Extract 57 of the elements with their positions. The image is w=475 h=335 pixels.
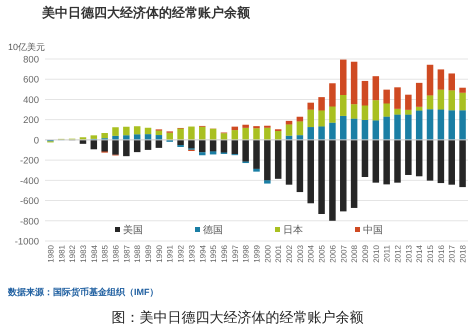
x-tick-label: 2014 bbox=[415, 244, 424, 263]
x-tick-label: 2007 bbox=[339, 244, 348, 263]
x-tick-label: 2002 bbox=[285, 244, 294, 263]
x-tick-label: 1994 bbox=[198, 244, 208, 263]
x-tick-label: 2018 bbox=[458, 244, 468, 263]
y-tick-label: -1000 bbox=[14, 236, 39, 248]
x-tick-label: 2011 bbox=[382, 244, 392, 262]
x-tick-label: 1997 bbox=[230, 244, 240, 263]
x-tick-label: 1981 bbox=[57, 244, 66, 263]
chart-title: 美中日德四大经济体的经常账户余额 bbox=[42, 4, 251, 21]
x-tick-label: 1987 bbox=[122, 244, 132, 263]
x-tick-label: 1982 bbox=[68, 244, 78, 263]
x-tick-label: 2000 bbox=[263, 244, 272, 263]
x-tick-label: 2004 bbox=[306, 244, 316, 263]
x-tick-label: 2017 bbox=[448, 244, 457, 263]
legend-label: 中国 bbox=[363, 224, 383, 236]
y-tick-label: -800 bbox=[20, 216, 39, 228]
x-tick-label: 2009 bbox=[360, 244, 370, 263]
x-tick-label: 2005 bbox=[318, 244, 327, 263]
x-tick-label: 1998 bbox=[242, 244, 251, 263]
source-note: 数据来源：国际货币基金组织（IMF） bbox=[8, 286, 158, 299]
x-tick-label: 1986 bbox=[112, 244, 120, 263]
x-tick-label: 2010 bbox=[372, 244, 381, 263]
x-tick-label: 2016 bbox=[436, 244, 446, 263]
x-tick-label: 2006 bbox=[328, 244, 338, 263]
x-tick-label: 2015 bbox=[426, 244, 436, 263]
y-tick-label: 0 bbox=[34, 135, 39, 146]
legend-label: 德国 bbox=[203, 225, 223, 236]
y-tick-label: 800 bbox=[23, 54, 39, 66]
x-tick-label: 2012 bbox=[394, 244, 402, 263]
y-tick-label: -400 bbox=[20, 176, 39, 187]
x-tick-label: 1991 bbox=[166, 244, 175, 263]
legend-label: 日本 bbox=[283, 224, 303, 236]
y-tick-label: 200 bbox=[23, 115, 39, 126]
x-tick-label: 1990 bbox=[154, 244, 164, 263]
y-tick-label: -600 bbox=[20, 196, 39, 208]
text: 图：美中日德四大经济体的经常账户余额 bbox=[110, 309, 364, 327]
x-tick-label: 2008 bbox=[350, 244, 360, 263]
y-tick-label: 600 bbox=[23, 74, 39, 86]
legend-label: 美国 bbox=[123, 224, 143, 236]
x-tick-label: 1995 bbox=[209, 244, 218, 263]
y-tick-label: -200 bbox=[20, 156, 39, 167]
y-axis-title: 10亿美元 bbox=[8, 42, 46, 52]
x-tick-label: 1980 bbox=[46, 244, 56, 263]
x-tick-label: 2001 bbox=[274, 244, 284, 263]
y-tick-label: 400 bbox=[23, 94, 39, 106]
x-tick-label: 1984 bbox=[90, 244, 99, 263]
x-tick-label: 1996 bbox=[220, 244, 229, 263]
x-tick-label: 2013 bbox=[404, 244, 414, 263]
x-tick-label: 1985 bbox=[100, 244, 110, 263]
x-tick-label: 1993 bbox=[187, 244, 196, 263]
x-tick-label: 2003 bbox=[296, 244, 305, 263]
x-tick-label: 1983 bbox=[78, 244, 88, 263]
x-tick-label: 1999 bbox=[252, 244, 262, 263]
x-tick-label: 1988 bbox=[133, 244, 142, 263]
x-tick-label: 1992 bbox=[176, 244, 186, 263]
x-tick-label: 1989 bbox=[144, 244, 154, 263]
